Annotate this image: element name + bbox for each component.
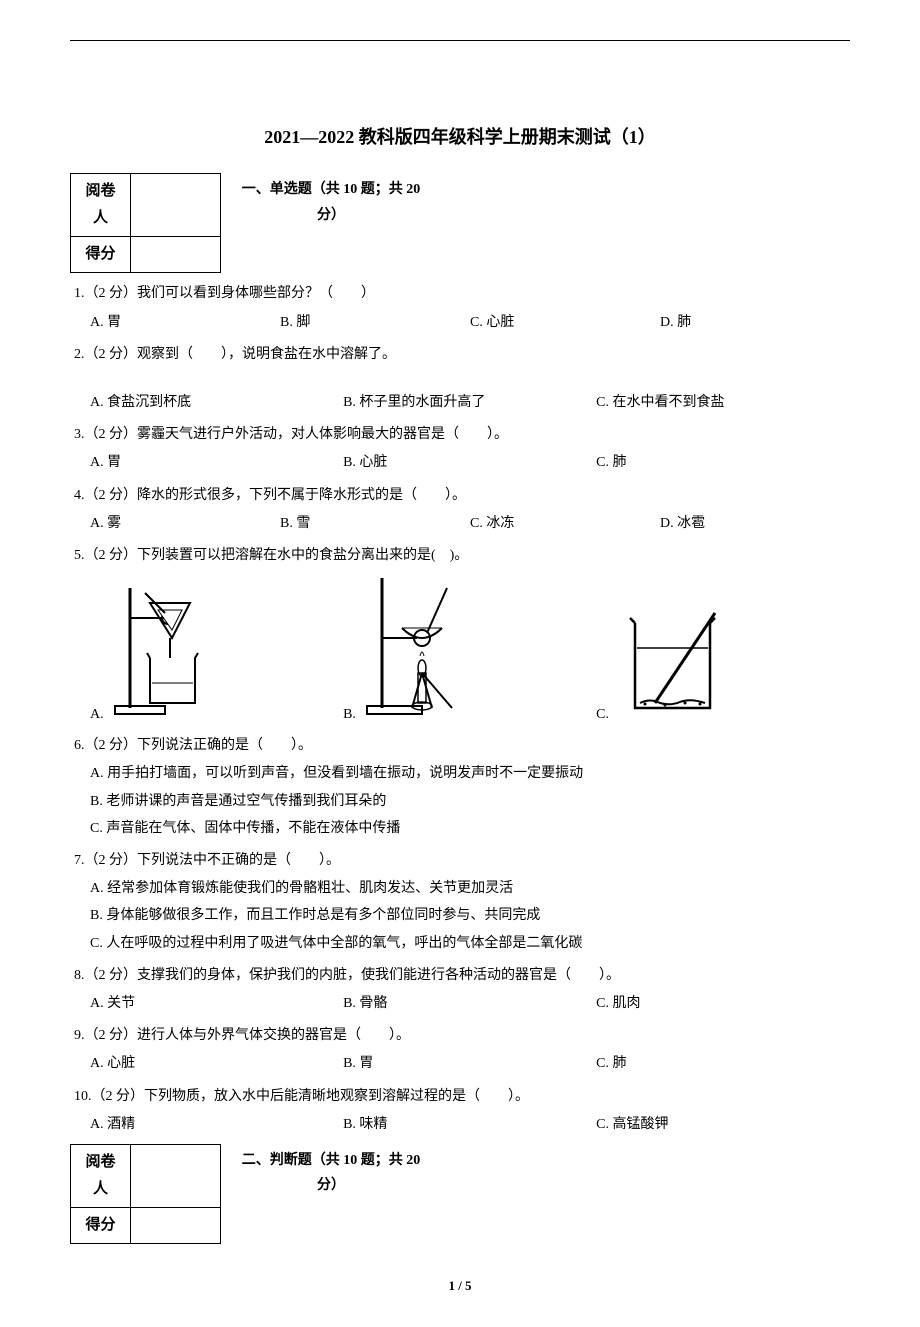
score-table-2: 阅卷人 得分 — [70, 1144, 221, 1244]
score-table-1: 阅卷人 得分 — [70, 173, 221, 273]
question-7: 7.（2 分）下列说法中不正确的是（ ）。 A. 经常参加体育锻炼能使我们的骨骼… — [70, 848, 850, 957]
option-b: B. 胃 — [343, 1050, 596, 1077]
option-a: A. 雾 — [90, 510, 280, 537]
section-2-heading: 二、判断题（共 10 题；共 20 分） — [231, 1144, 431, 1198]
image-option-a: A. — [90, 578, 343, 727]
option-c: C. 肺 — [596, 449, 849, 476]
option-d: D. 肺 — [660, 309, 850, 336]
score-label-score: 得分 — [71, 237, 131, 273]
option-b: B. 老师讲课的声音是通过空气传播到我们耳朵的 — [90, 788, 850, 815]
question-stem: 4.（2 分）降水的形式很多，下列不属于降水形式的是（ ）。 — [74, 483, 850, 508]
option-a: A. 关节 — [90, 990, 343, 1017]
option-a: A. 心脏 — [90, 1050, 343, 1077]
section-1-heading: 一、单选题（共 10 题；共 20 分） — [231, 173, 431, 227]
option-label: B. — [343, 702, 356, 727]
option-b: B. 雪 — [280, 510, 470, 537]
option-a: A. 经常参加体育锻炼能使我们的骨骼粗壮、肌肉发达、关节更加灵活 — [90, 875, 850, 902]
score-blank — [131, 174, 221, 237]
header-rule — [70, 40, 850, 41]
question-10: 10.（2 分）下列物质，放入水中后能清晰地观察到溶解过程的是（ ）。 A. 酒… — [70, 1084, 850, 1138]
image-option-b: B. — [343, 578, 596, 727]
question-6: 6.（2 分）下列说法正确的是（ ）。 A. 用手拍打墙面，可以听到声音，但没看… — [70, 733, 850, 842]
question-stem: 1.（2 分）我们可以看到身体哪些部分？（ ） — [74, 281, 850, 306]
question-stem: 9.（2 分）进行人体与外界气体交换的器官是（ ）。 — [74, 1023, 850, 1048]
score-label-score: 得分 — [71, 1207, 131, 1243]
option-b: B. 心脏 — [343, 449, 596, 476]
options: A. 食盐沉到杯底 B. 杯子里的水面升高了 C. 在水中看不到食盐 — [74, 389, 850, 416]
option-a: A. 用手拍打墙面，可以听到声音，但没看到墙在振动，说明发声时不一定要振动 — [90, 760, 850, 787]
question-8: 8.（2 分）支撑我们的身体，保护我们的内脏，使我们能进行各种活动的器官是（ ）… — [70, 963, 850, 1017]
beaker-stirring-icon — [615, 608, 735, 727]
score-blank — [131, 1207, 221, 1243]
options: A. 心脏 B. 胃 C. 肺 — [74, 1050, 850, 1077]
option-a: A. 胃 — [90, 309, 280, 336]
options: A. 雾 B. 雪 C. 冰冻 D. 冰雹 — [74, 510, 850, 537]
question-stem: 8.（2 分）支撑我们的身体，保护我们的内脏，使我们能进行各种活动的器官是（ ）… — [74, 963, 850, 988]
image-option-c: C. — [596, 578, 849, 727]
option-d: D. 冰雹 — [660, 510, 850, 537]
score-blank — [131, 1144, 221, 1207]
options: A. 用手拍打墙面，可以听到声音，但没看到墙在振动，说明发声时不一定要振动 B.… — [74, 760, 850, 842]
option-c: C. 冰冻 — [470, 510, 660, 537]
options: A. 胃 B. 脚 C. 心脏 D. 肺 — [74, 309, 850, 336]
question-stem: 6.（2 分）下列说法正确的是（ ）。 — [74, 733, 850, 758]
evaporation-apparatus-icon — [362, 578, 492, 727]
question-stem: 2.（2 分）观察到（ ），说明食盐在水中溶解了。 — [74, 342, 850, 367]
option-b: B. 味精 — [343, 1111, 596, 1138]
option-b: B. 身体能够做很多工作，而且工作时总是有多个部位同时参与、共同完成 — [90, 902, 850, 929]
score-label-reader: 阅卷人 — [71, 174, 131, 237]
option-c: C. 心脏 — [470, 309, 660, 336]
question-5: 5.（2 分）下列装置可以把溶解在水中的食盐分离出来的是( )。 A. — [70, 543, 850, 727]
question-stem: 10.（2 分）下列物质，放入水中后能清晰地观察到溶解过程的是（ ）。 — [74, 1084, 850, 1109]
filtration-apparatus-icon — [110, 588, 230, 727]
question-3: 3.（2 分）雾霾天气进行户外活动，对人体影响最大的器官是（ ）。 A. 胃 B… — [70, 422, 850, 476]
option-c: C. 肌肉 — [596, 990, 849, 1017]
option-b: B. 骨骼 — [343, 990, 596, 1017]
option-c: C. 人在呼吸的过程中利用了吸进气体中全部的氧气，呼出的气体全部是二氧化碳 — [90, 930, 850, 957]
option-label: C. — [596, 702, 609, 727]
question-9: 9.（2 分）进行人体与外界气体交换的器官是（ ）。 A. 心脏 B. 胃 C.… — [70, 1023, 850, 1077]
section-2-header: 阅卷人 得分 二、判断题（共 10 题；共 20 分） — [70, 1144, 850, 1244]
option-c: C. 在水中看不到食盐 — [596, 389, 849, 416]
question-1: 1.（2 分）我们可以看到身体哪些部分？（ ） A. 胃 B. 脚 C. 心脏 … — [70, 281, 850, 335]
image-options: A. B. — [74, 578, 850, 727]
question-2: 2.（2 分）观察到（ ），说明食盐在水中溶解了。 A. 食盐沉到杯底 B. 杯… — [70, 342, 850, 416]
options: A. 酒精 B. 味精 C. 高锰酸钾 — [74, 1111, 850, 1138]
option-c: C. 高锰酸钾 — [596, 1111, 849, 1138]
question-4: 4.（2 分）降水的形式很多，下列不属于降水形式的是（ ）。 A. 雾 B. 雪… — [70, 483, 850, 537]
option-b: B. 杯子里的水面升高了 — [343, 389, 596, 416]
section-1-header: 阅卷人 得分 一、单选题（共 10 题；共 20 分） — [70, 173, 850, 273]
question-stem: 3.（2 分）雾霾天气进行户外活动，对人体影响最大的器官是（ ）。 — [74, 422, 850, 447]
option-label: A. — [90, 702, 104, 727]
page-title: 2021—2022 教科版四年级科学上册期末测试（1） — [70, 121, 850, 153]
question-stem: 7.（2 分）下列说法中不正确的是（ ）。 — [74, 848, 850, 873]
option-a: A. 食盐沉到杯底 — [90, 389, 343, 416]
options: A. 关节 B. 骨骼 C. 肌肉 — [74, 990, 850, 1017]
option-a: A. 胃 — [90, 449, 343, 476]
option-a: A. 酒精 — [90, 1111, 343, 1138]
options: A. 经常参加体育锻炼能使我们的骨骼粗壮、肌肉发达、关节更加灵活 B. 身体能够… — [74, 875, 850, 957]
option-c: C. 肺 — [596, 1050, 849, 1077]
option-c: C. 声音能在气体、固体中传播，不能在液体中传播 — [90, 815, 850, 842]
options: A. 胃 B. 心脏 C. 肺 — [74, 449, 850, 476]
score-label-reader: 阅卷人 — [71, 1144, 131, 1207]
option-b: B. 脚 — [280, 309, 470, 336]
page-number: 1 / 5 — [70, 1274, 850, 1297]
score-blank — [131, 237, 221, 273]
question-stem: 5.（2 分）下列装置可以把溶解在水中的食盐分离出来的是( )。 — [74, 543, 850, 568]
